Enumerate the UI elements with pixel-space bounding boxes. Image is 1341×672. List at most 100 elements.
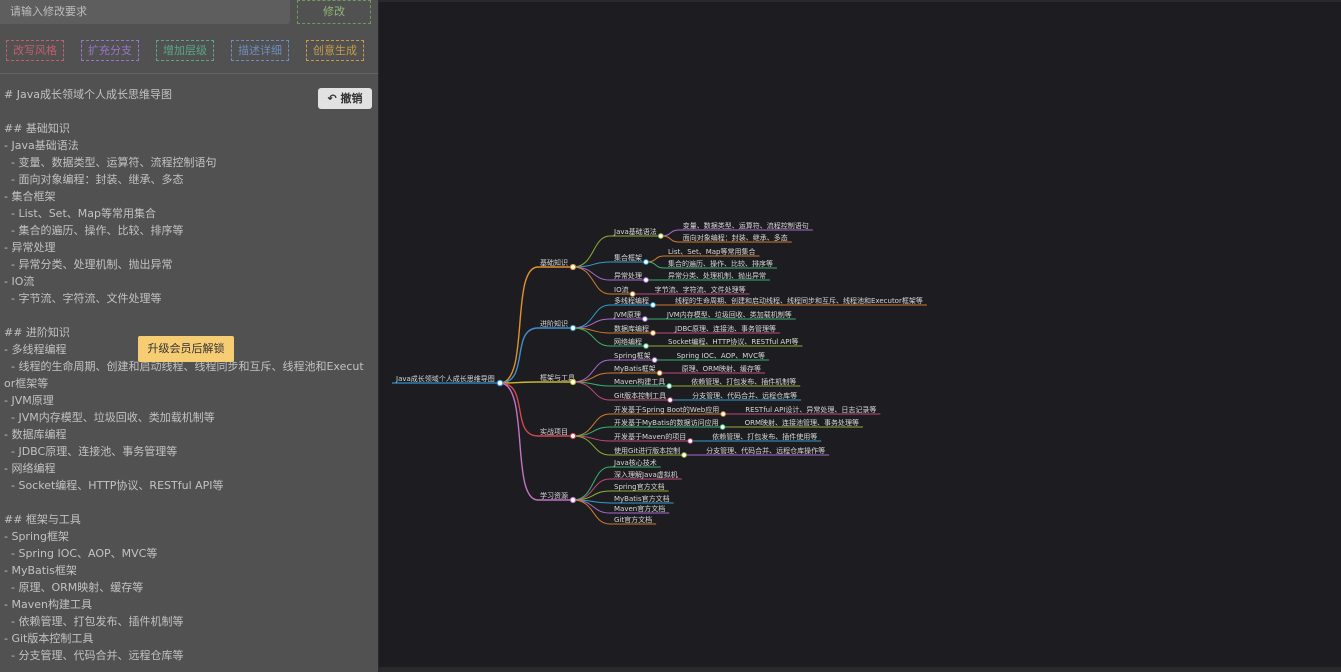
editor-line: ## 框架与工具 bbox=[4, 513, 81, 526]
action-button[interactable]: 描述详细 bbox=[231, 40, 289, 61]
child-label: 异常处理 bbox=[614, 271, 642, 280]
child-edge bbox=[572, 499, 657, 525]
leaf-label: 依赖管理、打包发布、插件机制等 bbox=[691, 377, 796, 386]
child-label: Spring官方文档 bbox=[614, 482, 665, 491]
editor-line: - Java基础语法 bbox=[4, 139, 79, 152]
child-dot bbox=[643, 343, 649, 349]
editor-line: - MyBatis框架 bbox=[4, 564, 77, 577]
editor-line: - Spring框架 bbox=[4, 530, 69, 543]
editor-line: ## 进阶知识 bbox=[4, 326, 70, 339]
editor-line: - 异常分类、处理机制、抛出异常 bbox=[4, 258, 173, 271]
leaf-label: 原理、ORM映射、缓存等 bbox=[682, 364, 761, 373]
branch-dot bbox=[569, 432, 577, 440]
editor-section: ## 基础知识 - Java基础语法 - 变量、数据类型、运算符、流程控制语句 -… bbox=[4, 120, 370, 307]
editor-line: - Git版本控制工具 bbox=[4, 632, 94, 645]
submit-button[interactable]: 修改 bbox=[297, 0, 371, 24]
leaf-label: 集合的遍历、操作、比较、排序等 bbox=[668, 259, 773, 268]
child-label: Java核心技术 bbox=[613, 458, 657, 467]
child-dot bbox=[650, 330, 656, 336]
child-label: 深入理解Java虚拟机 bbox=[614, 470, 678, 479]
editor-line: - List、Set、Map等常用集合 bbox=[4, 207, 156, 220]
mindmap: Java成长领域个人成长思维导图 基础知识 Java基础语法 变量、数据类型、运算符、… bbox=[392, 221, 927, 525]
child-label: Spring框架 bbox=[614, 351, 651, 360]
child-edge bbox=[572, 381, 671, 401]
branch-label: 实战项目 bbox=[540, 427, 568, 436]
editor-line: # Java成长领域个人成长思维导图 bbox=[4, 88, 172, 101]
child-dot bbox=[681, 452, 688, 458]
child-edge bbox=[572, 426, 723, 437]
undo-button[interactable]: ↶ 撤销 bbox=[318, 88, 372, 109]
leaf-label: RESTful API设计、异常处理、日志记录等 bbox=[745, 405, 876, 414]
child-label: MyBatis官方文档 bbox=[614, 494, 670, 503]
child-dot bbox=[643, 277, 649, 283]
child-label: Git版本控制工具 bbox=[614, 391, 666, 400]
branch-dot bbox=[569, 496, 577, 504]
child-label: 使用Git进行版本控制 bbox=[614, 446, 680, 455]
child-dot bbox=[720, 411, 727, 417]
child-edge bbox=[572, 318, 645, 329]
editor-line: - 集合的遍历、操作、比较、排序等 bbox=[4, 224, 184, 237]
leaf-label: List、Set、Map等常用集合 bbox=[668, 247, 756, 256]
child-label: 集合框架 bbox=[614, 253, 642, 262]
editor-line: - JVM内存模型、垃圾回收、类加载机制等 bbox=[4, 411, 215, 424]
editor-line: - JDBC原理、连接池、事务管理等 bbox=[4, 445, 178, 458]
leaf-label: Spring IOC、AOP、MVC等 bbox=[677, 351, 765, 360]
action-bar: 改写风格 扩充分支 增加层级 描述详细 创意生成 bbox=[6, 40, 364, 61]
action-button[interactable]: 扩充分支 bbox=[81, 40, 139, 61]
child-label: Maven官方文档 bbox=[614, 504, 665, 513]
child-label: Maven构建工具 bbox=[614, 377, 665, 386]
root-node: Java成长领域个人成长思维导图 bbox=[395, 374, 495, 383]
leaf-edge bbox=[660, 235, 792, 243]
child-label: 开发基于Maven的项目 bbox=[614, 432, 686, 441]
editor-line: - Maven构建工具 bbox=[4, 598, 92, 611]
child-label: 开发基于Spring Boot的Web应用 bbox=[614, 405, 719, 414]
child-label: Git官方文档 bbox=[614, 515, 652, 524]
editor-line: - IO流 bbox=[4, 275, 35, 288]
leaf-label: Socket编程、HTTP协议、RESTful API等 bbox=[668, 337, 799, 346]
prompt-input[interactable]: 请输入修改要求 bbox=[0, 0, 290, 24]
editor-line: - Spring IOC、AOP、MVC等 bbox=[4, 547, 158, 560]
editor-line: ## 基础知识 bbox=[4, 122, 70, 135]
editor-line: - 线程的生命周期、创建和启动线程、线程同步和互斥、线程池和Executor框架… bbox=[4, 360, 364, 390]
editor-section: # Java成长领域个人成长思维导图 bbox=[4, 86, 370, 103]
child-label: 数据库编程 bbox=[614, 324, 649, 333]
editor-section: ## 进阶知识 - 多线程编程 - 线程的生命周期、创建和启动线程、线程同步和互斥… bbox=[4, 324, 370, 494]
editor-line: - 多线程编程 bbox=[4, 343, 67, 356]
editor-line: - 数据库编程 bbox=[4, 428, 67, 441]
branch-label: 基础知识 bbox=[540, 258, 568, 267]
action-button[interactable]: 增加层级 bbox=[156, 40, 214, 61]
editor-panel: 请输入修改要求 修改 改写风格 扩充分支 增加层级 描述详细 创意生成 # Java成长… bbox=[0, 0, 378, 672]
leaf-label: 分支管理、代码合并、远程仓库等 bbox=[692, 391, 797, 400]
child-dot bbox=[656, 370, 663, 376]
child-dot bbox=[687, 438, 694, 444]
branch-edge bbox=[499, 382, 573, 437]
child-label: MyBatis框架 bbox=[614, 364, 656, 373]
editor-section: ## 框架与工具 - Spring框架 - Spring IOC、AOP、MVC等… bbox=[4, 511, 370, 664]
leaf-label: 面向对象编程：封装、继承、多态 bbox=[683, 233, 788, 242]
child-edge bbox=[572, 304, 653, 329]
child-label: JVM原理 bbox=[613, 311, 641, 319]
child-dot bbox=[629, 291, 636, 297]
action-button[interactable]: 创意生成 bbox=[306, 40, 364, 61]
action-button[interactable]: 改写风格 bbox=[6, 40, 64, 61]
upgrade-badge[interactable]: 升级会员后解锁 bbox=[138, 336, 234, 362]
editor-line: - 分支管理、代码合并、远程仓库等 bbox=[4, 649, 184, 662]
child-edge bbox=[572, 359, 655, 383]
editor-line: - Socket编程、HTTP协议、RESTful API等 bbox=[4, 479, 224, 492]
editor-line: - 异常处理 bbox=[4, 241, 56, 254]
undo-label: 撤销 bbox=[340, 92, 363, 105]
mindmap-panel: Java成长领域个人成长思维导图 基础知识 Java基础语法 变量、数据类型、运算符、… bbox=[379, 2, 1341, 667]
branch-edge bbox=[499, 327, 573, 384]
leaf-label: 字节流、字符流、文件处理等 bbox=[655, 285, 746, 294]
child-edge bbox=[572, 435, 685, 456]
child-dot bbox=[657, 233, 664, 239]
leaf-label: 线程的生命周期、创建和启动线程、线程同步和互斥、线程池和Executor框架等 bbox=[675, 296, 923, 305]
branch-label: 框架与工具 bbox=[540, 373, 575, 382]
leaf-label: JDBC原理、连接池、事务管理等 bbox=[674, 324, 776, 333]
child-dot bbox=[667, 397, 674, 403]
child-label: Java基础语法 bbox=[613, 227, 657, 236]
branch-edge bbox=[499, 266, 573, 384]
branch-label: 进阶知识 bbox=[540, 319, 568, 328]
markdown-editor[interactable]: # Java成长领域个人成长思维导图 ## 基础知识 - Java基础语法 - 变量… bbox=[4, 86, 370, 672]
